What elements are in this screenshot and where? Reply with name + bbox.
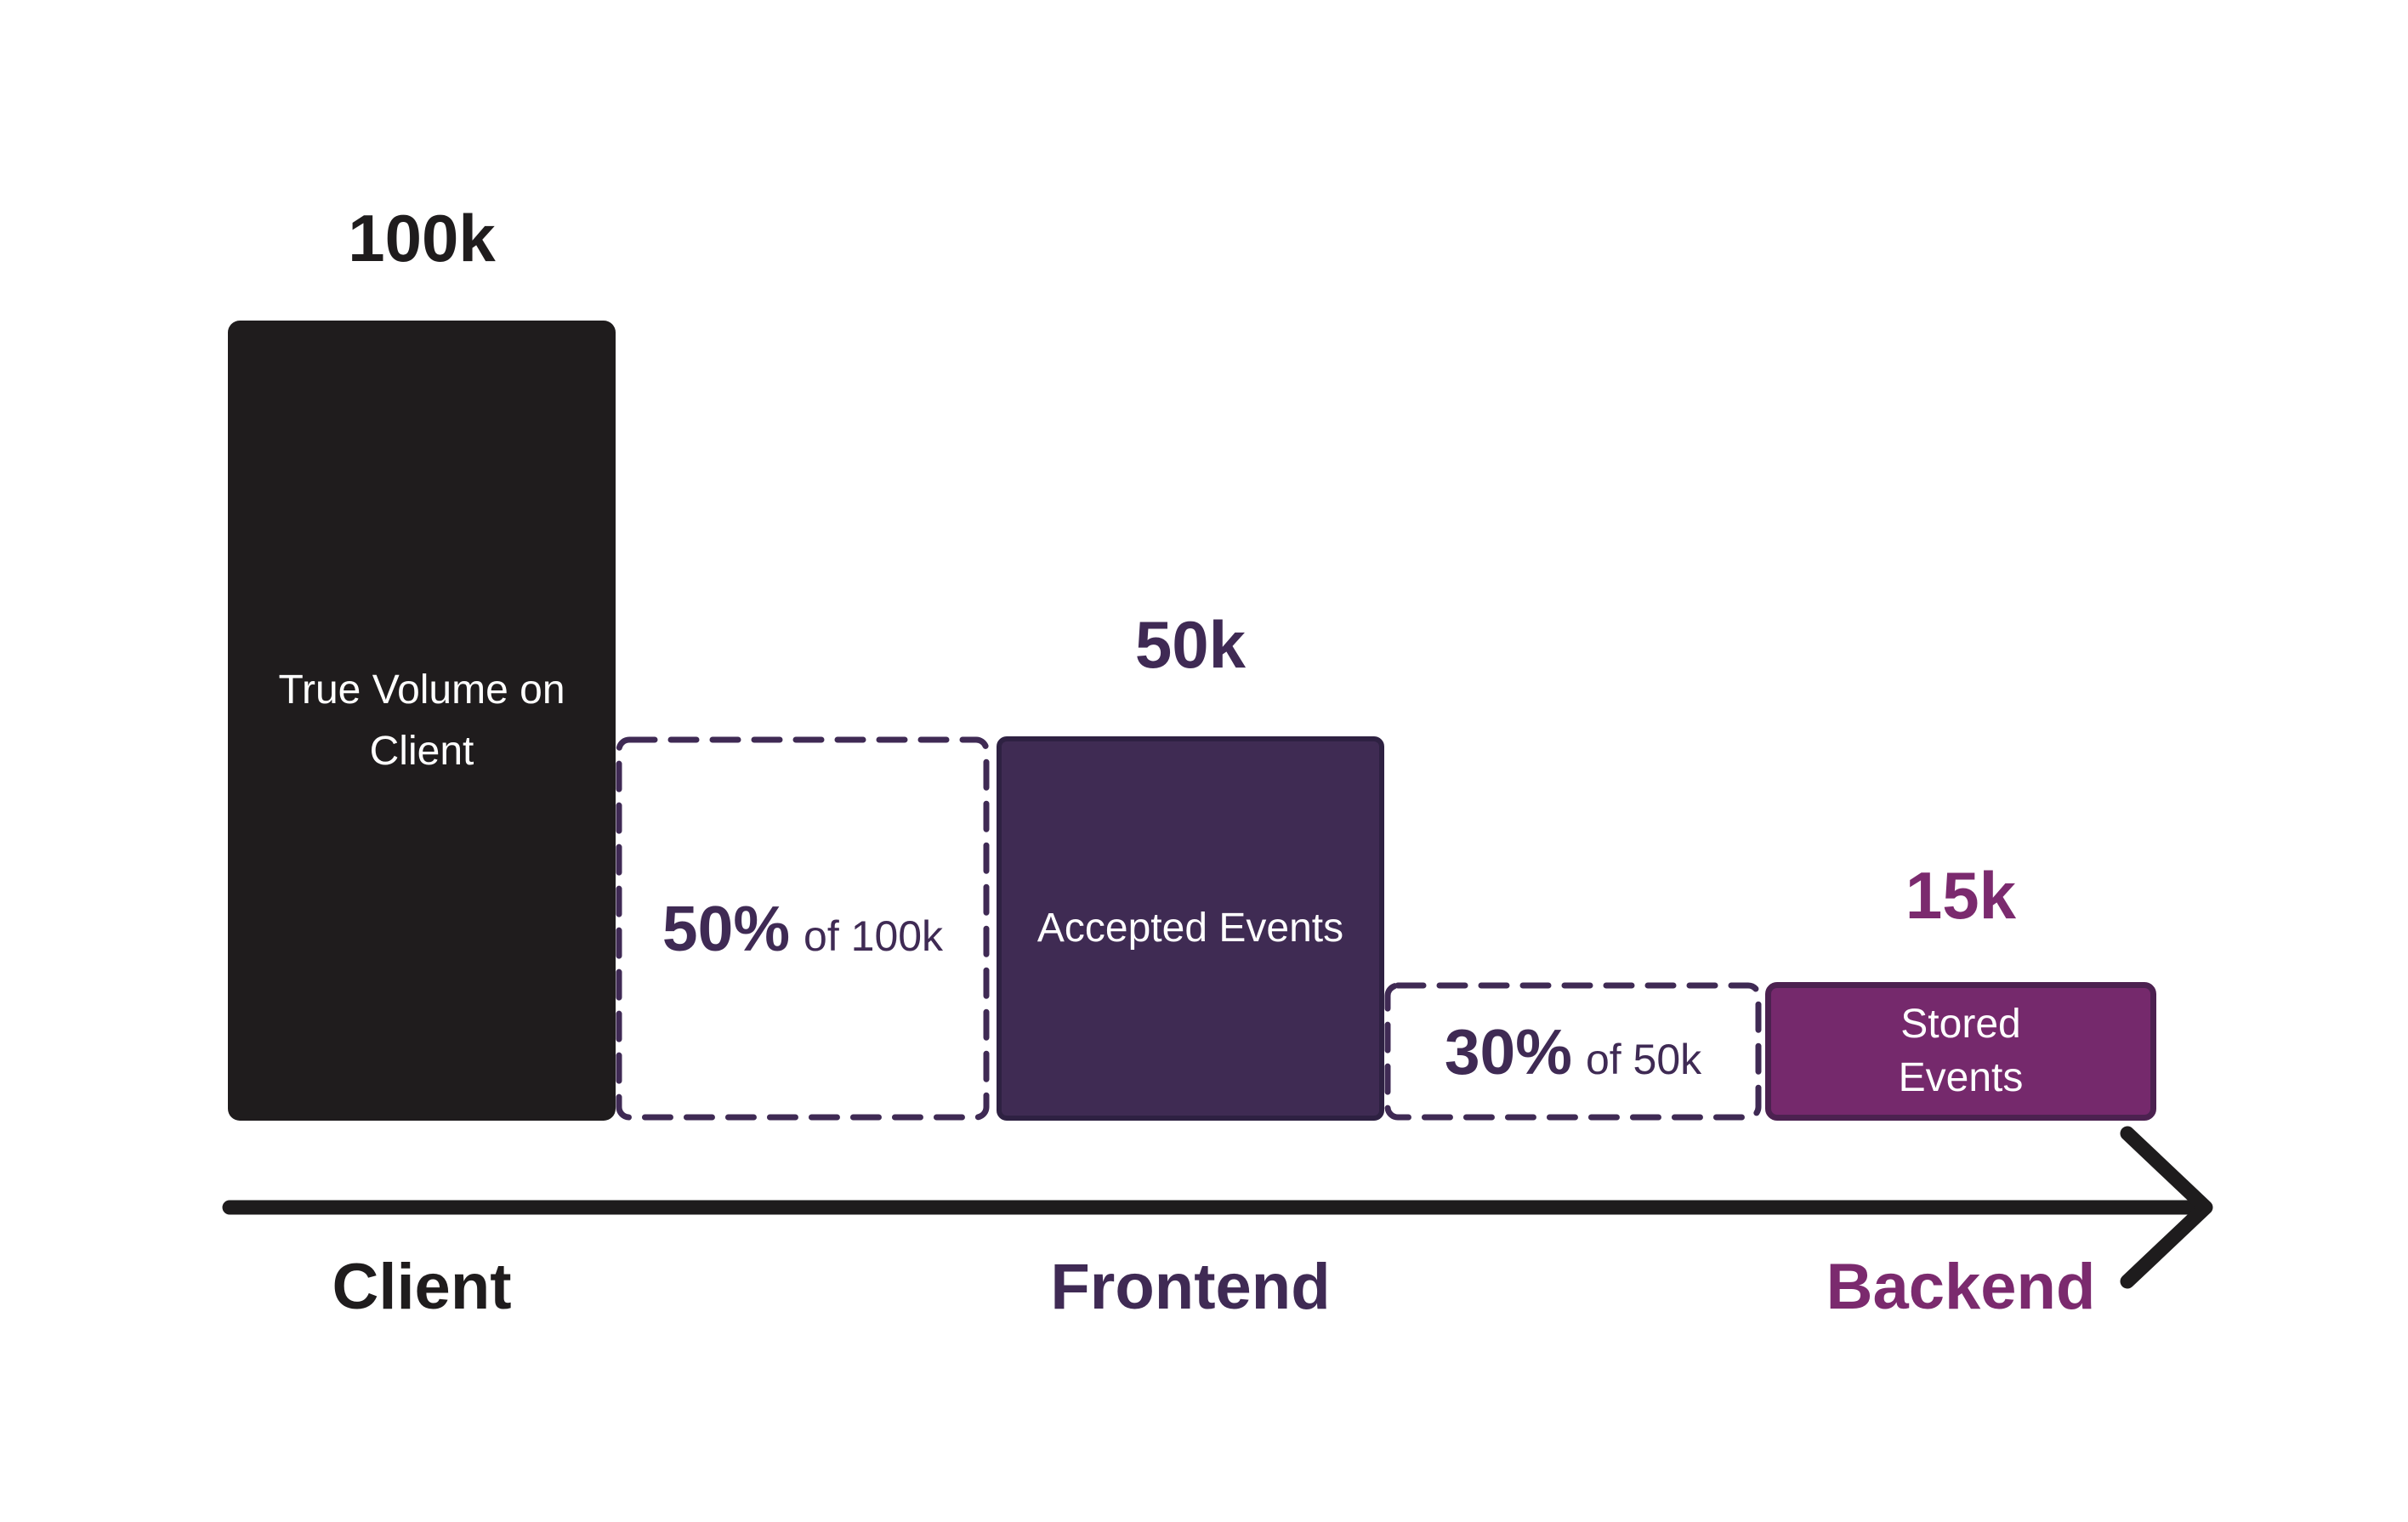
dashed-border-2	[1384, 982, 1762, 1121]
dashed-border-1	[616, 736, 990, 1121]
value-label-client: 100k	[348, 201, 496, 275]
drop-percent-2: 30%	[1444, 1015, 1572, 1088]
axis-label-frontend: Frontend	[1050, 1251, 1331, 1323]
bar-client-true-volume: True Volume on Client	[228, 321, 616, 1121]
bar-client-label: True Volume on Client	[278, 667, 565, 774]
axis-label-client: Client	[332, 1251, 512, 1323]
drop-box-client-to-frontend: 50% of 100k	[616, 736, 990, 1121]
drop-annotation-2: 30% of 50k	[1445, 1015, 1701, 1088]
bar-backend-stored-events: Stored Events	[1765, 982, 2156, 1121]
drop-of-1: of 100k	[804, 912, 944, 960]
drop-box-frontend-to-backend: 30% of 50k	[1384, 982, 1762, 1121]
drop-of-2: of 50k	[1585, 1035, 1702, 1083]
axis-label-backend: Backend	[1826, 1251, 2096, 1323]
drop-percent-1: 50%	[662, 893, 791, 964]
value-label-frontend: 50k	[1134, 607, 1247, 682]
bar-frontend-accepted-events: Accepted Events	[997, 736, 1384, 1121]
drop-annotation-1: 50% of 100k	[662, 892, 943, 965]
bar-backend-label: Stored Events	[1898, 1002, 2024, 1100]
value-label-backend: 15k	[1905, 858, 2017, 933]
bar-frontend-label: Accepted Events	[1036, 906, 1344, 951]
